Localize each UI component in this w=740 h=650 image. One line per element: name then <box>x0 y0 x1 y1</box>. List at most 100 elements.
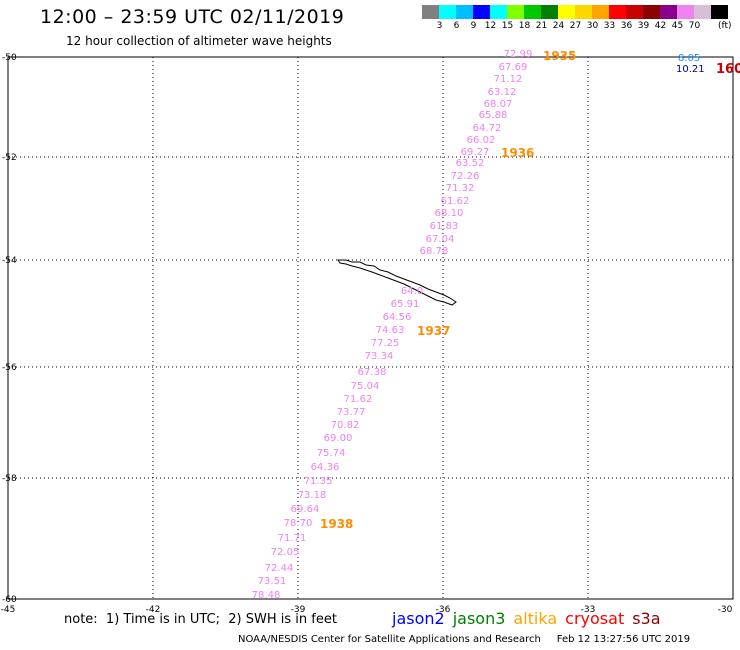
legend-swatch <box>575 5 592 19</box>
legend-swatch <box>558 5 575 19</box>
wave-height-value: 64.0 <box>401 286 423 297</box>
footer-credit: NOAA/NESDIS Center for Satellite Applica… <box>238 634 691 645</box>
legend-swatch <box>643 5 660 19</box>
wave-height-value: 66.02 <box>467 135 496 146</box>
satellite-label-cryosat: cryosat <box>565 609 625 628</box>
wave-height-value: 63.12 <box>488 87 517 98</box>
wave-height-value: 61.62 <box>441 196 470 207</box>
orbit-number-label: 1938 <box>320 517 353 531</box>
wave-height-value: 74.63 <box>376 325 405 336</box>
color-scale-unit: (ft) <box>718 21 732 31</box>
legend-swatch <box>711 5 728 19</box>
wave-height-value: 77.25 <box>371 338 400 349</box>
legend-label: 3 <box>436 21 443 31</box>
orbit-number-label: 1936 <box>501 146 534 160</box>
lon-tick-label: -42 <box>146 605 161 615</box>
wave-height-value: 71.12 <box>494 74 523 85</box>
graticule <box>8 57 733 599</box>
wave-height-value: 71.62 <box>344 394 373 405</box>
legend-label: 70 <box>688 21 701 31</box>
corner-value-1: 8.05 <box>678 53 701 64</box>
legend-swatch <box>507 5 524 19</box>
lat-tick-label: -50 <box>2 53 17 63</box>
lon-tick-label: -36 <box>436 605 451 615</box>
wave-height-value: 75.04 <box>351 381 380 392</box>
wave-height-value: 73.34 <box>365 351 394 362</box>
legend-swatch <box>694 5 711 19</box>
orbit-number-label: 1937 <box>417 324 450 338</box>
lat-tick-label: -60 <box>2 595 17 605</box>
legend-label: 18 <box>518 21 531 31</box>
wave-height-value: 78.48 <box>252 590 281 601</box>
legend-label: 6 <box>453 21 460 31</box>
legend-label: 33 <box>603 21 616 31</box>
legend-swatch <box>592 5 609 19</box>
legend-swatch <box>609 5 626 19</box>
wave-height-value: 67.69 <box>499 62 528 73</box>
legend-label: 27 <box>569 21 582 31</box>
legend-label: 42 <box>654 21 667 31</box>
wave-height-value: 69.64 <box>291 504 320 515</box>
wave-height-value: 72.44 <box>265 563 294 574</box>
wave-height-value: 64.72 <box>473 123 502 134</box>
legend-label: 9 <box>470 21 477 31</box>
south-georgia-coastline <box>337 259 457 306</box>
legend-swatch <box>541 5 558 19</box>
wave-height-value: 61.83 <box>430 221 459 232</box>
legend-label: 36 <box>620 21 633 31</box>
legend-label: 30 <box>586 21 599 31</box>
map-subtitle: 12 hour collection of altimeter wave hei… <box>66 34 332 48</box>
legend-swatch <box>439 5 456 19</box>
wave-height-value: 72.05 <box>271 547 300 558</box>
wave-height-value: 64.56 <box>383 312 412 323</box>
legend-swatch <box>422 5 439 19</box>
wave-height-value: 72.99 <box>504 49 533 60</box>
lon-tick-label: -33 <box>581 605 596 615</box>
legend-swatch <box>473 5 490 19</box>
axis-tick-labels: -45 -42 -39 -36 -33 -30 -50 -52 -54 -56 -58 -60 <box>1 53 733 615</box>
wave-height-value: 69.27 <box>461 147 490 158</box>
satellite-label-jason2: jason2 <box>392 609 445 628</box>
orbit-number-label: 1935 <box>543 49 576 63</box>
wave-height-value: 65.88 <box>479 110 508 121</box>
wave-height-value: 75.74 <box>317 448 346 459</box>
wave-height-value: 69.00 <box>324 433 353 444</box>
legend-label: 39 <box>637 21 650 31</box>
lat-tick-label: -52 <box>2 153 17 163</box>
wave-height-value: 70.82 <box>331 420 360 431</box>
map-title: 12:00 – 23:59 UTC 02/11/2019 <box>40 6 345 28</box>
legend-label: 12 <box>484 21 497 31</box>
color-scale-legend <box>422 5 728 19</box>
legend-label: 15 <box>501 21 514 31</box>
wave-height-value: 64.36 <box>311 462 340 473</box>
wave-height-value: 72.26 <box>451 171 480 182</box>
legend-label: 24 <box>552 21 565 31</box>
legend-swatch <box>660 5 677 19</box>
wave-height-value: 67.38 <box>358 367 387 378</box>
legend-swatch <box>626 5 643 19</box>
legend-swatch <box>490 5 507 19</box>
wave-height-value: 78.70 <box>284 518 313 529</box>
lon-tick-label: -30 <box>718 605 733 615</box>
wave-height-value: 73.77 <box>337 407 366 418</box>
wave-height-value: 71.32 <box>446 183 475 194</box>
wave-height-value: 63.52 <box>456 158 485 169</box>
wave-height-value: 67.04 <box>426 234 455 245</box>
wave-height-value: 68.10 <box>435 208 464 219</box>
legend-swatch <box>524 5 541 19</box>
satellite-label-jason3: jason3 <box>452 609 506 628</box>
legend-label: 45 <box>671 21 684 31</box>
lon-tick-label: -39 <box>291 605 306 615</box>
footer-note: note: 1) Time is in UTC; 2) SWH is in fe… <box>64 612 337 627</box>
wave-height-value: 68.07 <box>484 99 513 110</box>
wave-height-value: 73.18 <box>298 490 327 501</box>
wave-height-value: 65.91 <box>391 299 420 310</box>
wave-height-value: 71.71 <box>278 533 307 544</box>
corner-value-3: 160 <box>716 62 740 77</box>
lat-tick-label: -58 <box>2 474 17 484</box>
legend-swatch <box>456 5 473 19</box>
legend-label: 21 <box>535 21 548 31</box>
wave-height-value: 73.51 <box>258 576 287 587</box>
